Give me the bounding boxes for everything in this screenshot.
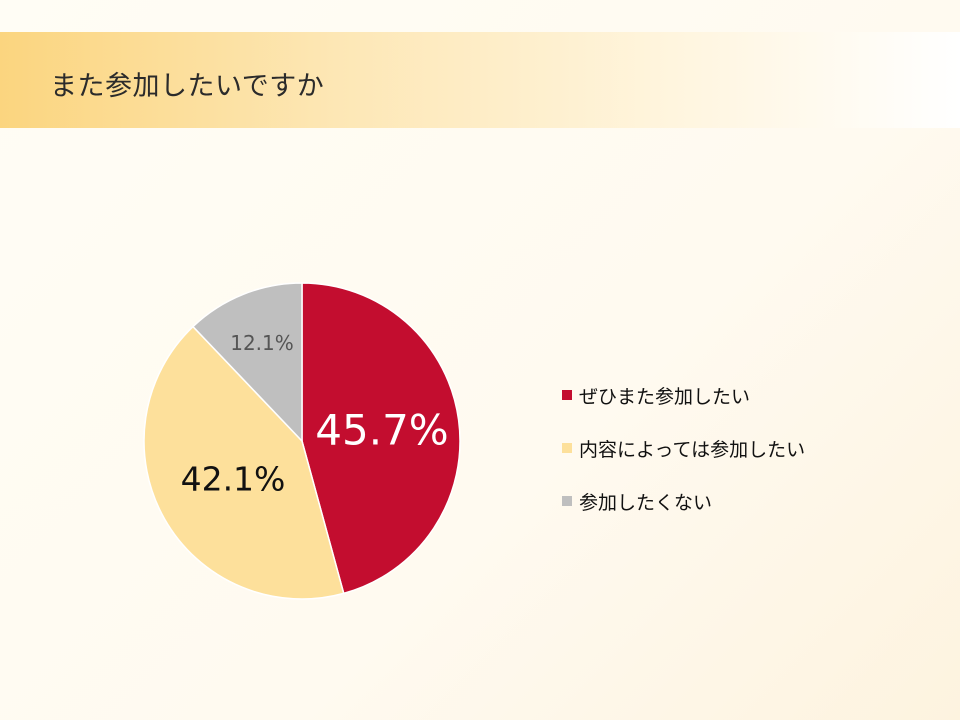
- legend-label-2: 参加したくない: [579, 491, 713, 514]
- legend-item-1: 内容によっては参加したい: [562, 435, 805, 461]
- data-label-1: 42.1%: [181, 460, 286, 499]
- legend-swatch-1: [562, 443, 572, 453]
- legend-label-1: 内容によっては参加したい: [579, 438, 806, 461]
- legend-swatch-0: [562, 390, 572, 400]
- data-label-2: 12.1%: [230, 331, 294, 355]
- chart-legend: ぜひまた参加したい 内容によっては参加したい 参加したくない: [562, 382, 805, 541]
- pie-slice-0: [301, 282, 461, 595]
- legend-label-0: ぜひまた参加したい: [579, 385, 751, 408]
- slide-title: また参加したいですか: [50, 71, 325, 102]
- legend-swatch-2: [562, 496, 572, 506]
- pie-slice-1: [143, 325, 345, 600]
- legend-item-0: ぜひまた参加したい: [562, 382, 805, 408]
- data-label-0: 45.7%: [315, 406, 448, 455]
- legend-item-2: 参加したくない: [562, 488, 805, 514]
- title-band: [0, 32, 960, 128]
- pie-slice-2: [191, 282, 303, 443]
